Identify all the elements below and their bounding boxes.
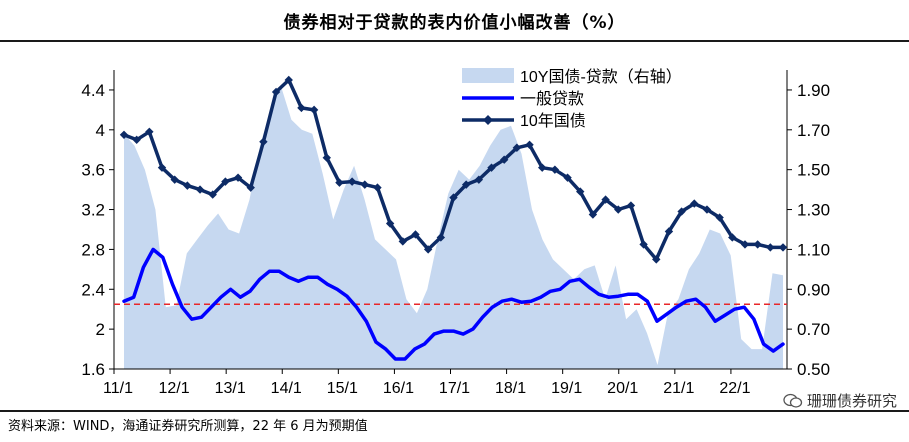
legend-swatch-marker (483, 115, 493, 125)
left-tick-label: 3.2 (81, 201, 105, 220)
x-tick-label: 21/1 (663, 380, 694, 397)
data-point (715, 213, 724, 222)
data-point (614, 205, 623, 214)
right-tick-label: 0.70 (797, 320, 830, 339)
data-point (183, 181, 192, 190)
data-point (284, 75, 293, 85)
x-tick-label: 17/1 (439, 380, 470, 397)
left-tick-label: 4.4 (81, 81, 105, 100)
source-note: 资料来源：WIND，海通证券研究所测算，22 年 6 月为预期值 (8, 419, 368, 434)
data-point (221, 177, 230, 186)
data-point (246, 183, 255, 192)
data-point (423, 245, 433, 254)
data-point (385, 219, 395, 228)
data-point (322, 153, 331, 162)
data-point (601, 195, 610, 204)
data-point (576, 187, 585, 196)
left-tick-label: 2.8 (81, 240, 105, 259)
data-point (690, 199, 699, 208)
data-point (233, 173, 243, 182)
data-point (740, 240, 750, 249)
data-point (525, 140, 534, 149)
data-point (360, 180, 369, 189)
data-point (538, 163, 547, 172)
data-point (119, 130, 129, 139)
data-point (335, 178, 344, 187)
data-point (398, 237, 408, 246)
data-point (487, 163, 496, 172)
left-tick-label: 2.4 (81, 280, 105, 299)
data-point (499, 155, 509, 164)
data-point (347, 177, 357, 186)
x-tick-label: 19/1 (551, 380, 582, 397)
right-tick-label: 1.70 (797, 121, 830, 140)
data-point (195, 185, 205, 194)
data-point (728, 233, 737, 242)
data-point (411, 230, 420, 239)
data-point (259, 137, 268, 146)
data-point (652, 255, 661, 264)
legend-label: 10年国债 (520, 112, 586, 130)
right-tick-label: 0.90 (797, 280, 830, 299)
chart-title: 债券相对于贷款的表内价值小幅改善（%） (283, 13, 626, 33)
x-tick-label: 16/1 (383, 380, 414, 397)
data-point (170, 175, 179, 184)
left-tick-label: 4 (96, 121, 105, 140)
chart-plot: 1.6 2 2.4 2.8 3.2 3.6 4 4.4 0.50 0.70 0.90 1.10 1.30… (81, 68, 830, 397)
data-point (512, 143, 522, 152)
x-tick-label: 13/1 (215, 380, 246, 397)
data-point (132, 135, 141, 144)
x-tick-label: 15/1 (327, 380, 358, 397)
data-point (677, 207, 686, 216)
wechat-icon (783, 393, 803, 408)
right-tick-label: 1.30 (797, 201, 830, 220)
x-tick-label: 14/1 (271, 380, 302, 397)
data-point (461, 180, 471, 189)
data-point (753, 240, 762, 249)
data-point (778, 243, 788, 252)
data-point (563, 173, 572, 182)
left-tick-label: 2 (96, 320, 105, 339)
data-point (297, 103, 306, 113)
data-point (664, 227, 674, 236)
x-tick-label: 11/1 (103, 380, 133, 397)
data-point (702, 205, 712, 214)
series-line-general-loan (122, 247, 785, 361)
legend-label: 10Y国债-贷款（右轴） (520, 68, 682, 86)
right-tick-label: 1.50 (797, 161, 830, 180)
watermark: 珊珊债券研究 (783, 390, 897, 411)
watermark-text: 珊珊债券研究 (806, 392, 897, 410)
data-point (208, 190, 217, 199)
right-tick-label: 0.50 (797, 360, 830, 379)
right-tick-label: 1.90 (797, 81, 830, 100)
left-tick-label: 3.6 (81, 161, 105, 180)
x-tick-label: 12/1 (159, 380, 190, 397)
data-point (588, 210, 598, 219)
left-tick-label: 1.6 (81, 360, 105, 379)
data-point (639, 240, 648, 249)
right-tick-label: 1.10 (797, 240, 830, 259)
data-point (271, 87, 281, 97)
data-point (373, 183, 382, 192)
series-area-spread (124, 86, 783, 369)
data-point (474, 175, 484, 184)
data-point (145, 127, 154, 137)
data-point (449, 193, 458, 202)
x-tick-label: 18/1 (495, 380, 526, 397)
data-point (157, 163, 167, 172)
data-point (436, 233, 446, 242)
data-point (626, 201, 636, 210)
data-point (766, 243, 775, 252)
x-tick-label: 22/1 (719, 380, 750, 397)
x-tick-label: 20/1 (607, 380, 638, 397)
legend-swatch-area (462, 68, 514, 83)
title-rule (0, 40, 909, 42)
data-point (550, 165, 560, 174)
data-point (309, 105, 319, 115)
footer-rule (0, 410, 909, 412)
legend-label: 一般贷款 (520, 90, 584, 108)
